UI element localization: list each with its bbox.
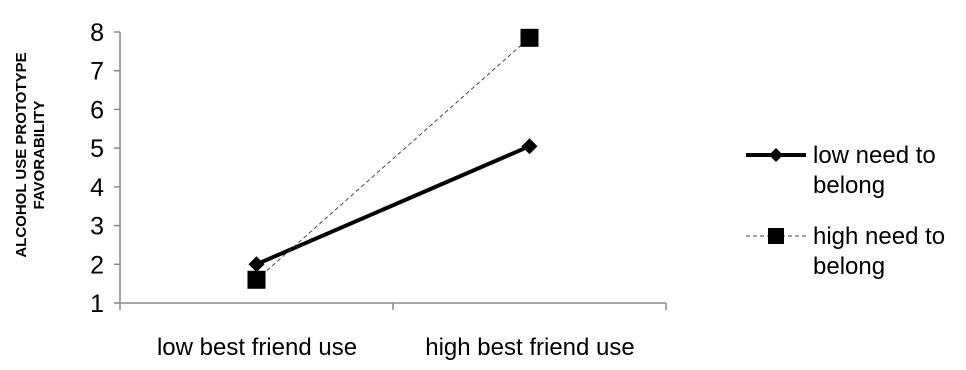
legend-square-marker — [768, 228, 784, 244]
legend-diamond-marker — [769, 148, 783, 162]
x-ticks — [119, 303, 667, 310]
square-point-1 — [520, 28, 539, 47]
y-tick-label: 5 — [90, 135, 104, 163]
legend: low need to belong high need to belong — [746, 142, 945, 280]
legend-label-high-need-line-2: belong — [813, 253, 885, 280]
series-line-low-need — [255, 144, 531, 267]
diamond-point-0 — [248, 256, 265, 273]
legend-label-low-need-line-2: belong — [813, 172, 885, 199]
series-group — [247, 28, 539, 289]
diamond-point-1 — [521, 138, 538, 155]
legend-label-low-need-line-1: low need to — [813, 142, 936, 169]
y-tick-label: 3 — [90, 213, 104, 241]
y-tick-label: 4 — [90, 174, 104, 202]
series-line-high-need — [256, 37, 530, 281]
legend-label-high-need-line-1: high need to — [813, 223, 945, 250]
y-tick-label: 7 — [90, 58, 104, 86]
y-axis-title-line-2: FAVORABILITY — [31, 101, 48, 210]
x-tick-label-high-best-friend-use: high best friend use — [425, 334, 634, 361]
y-ticks: 1 2 3 4 5 6 7 8 — [90, 19, 120, 318]
square-point-0 — [247, 270, 266, 289]
y-tick-label: 8 — [90, 19, 104, 47]
y-tick-label: 2 — [90, 251, 104, 279]
y-tick-label: 6 — [90, 96, 104, 124]
y-axis-title-line-1: ALCOHOL USE PROTOTYPE — [13, 52, 30, 257]
y-tick-label: 1 — [90, 290, 104, 318]
x-tick-label-low-best-friend-use: low best friend use — [157, 334, 357, 361]
